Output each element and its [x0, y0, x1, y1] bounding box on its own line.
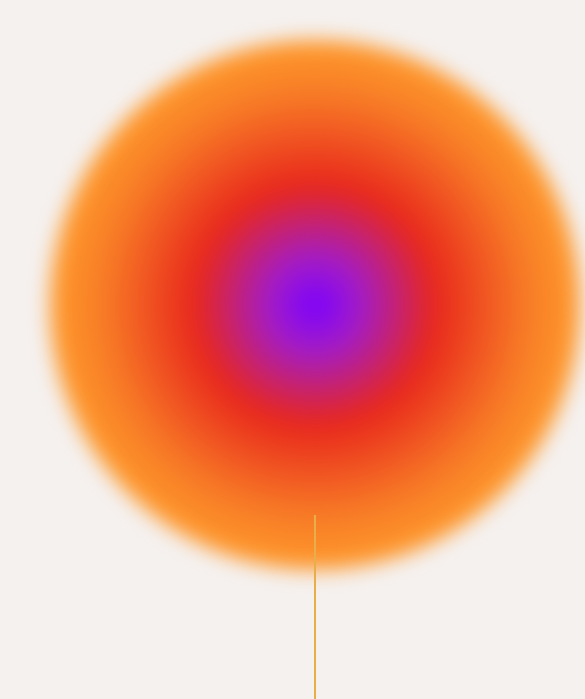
- stem-line: [314, 515, 316, 699]
- radial-gradient-orb: [50, 40, 580, 570]
